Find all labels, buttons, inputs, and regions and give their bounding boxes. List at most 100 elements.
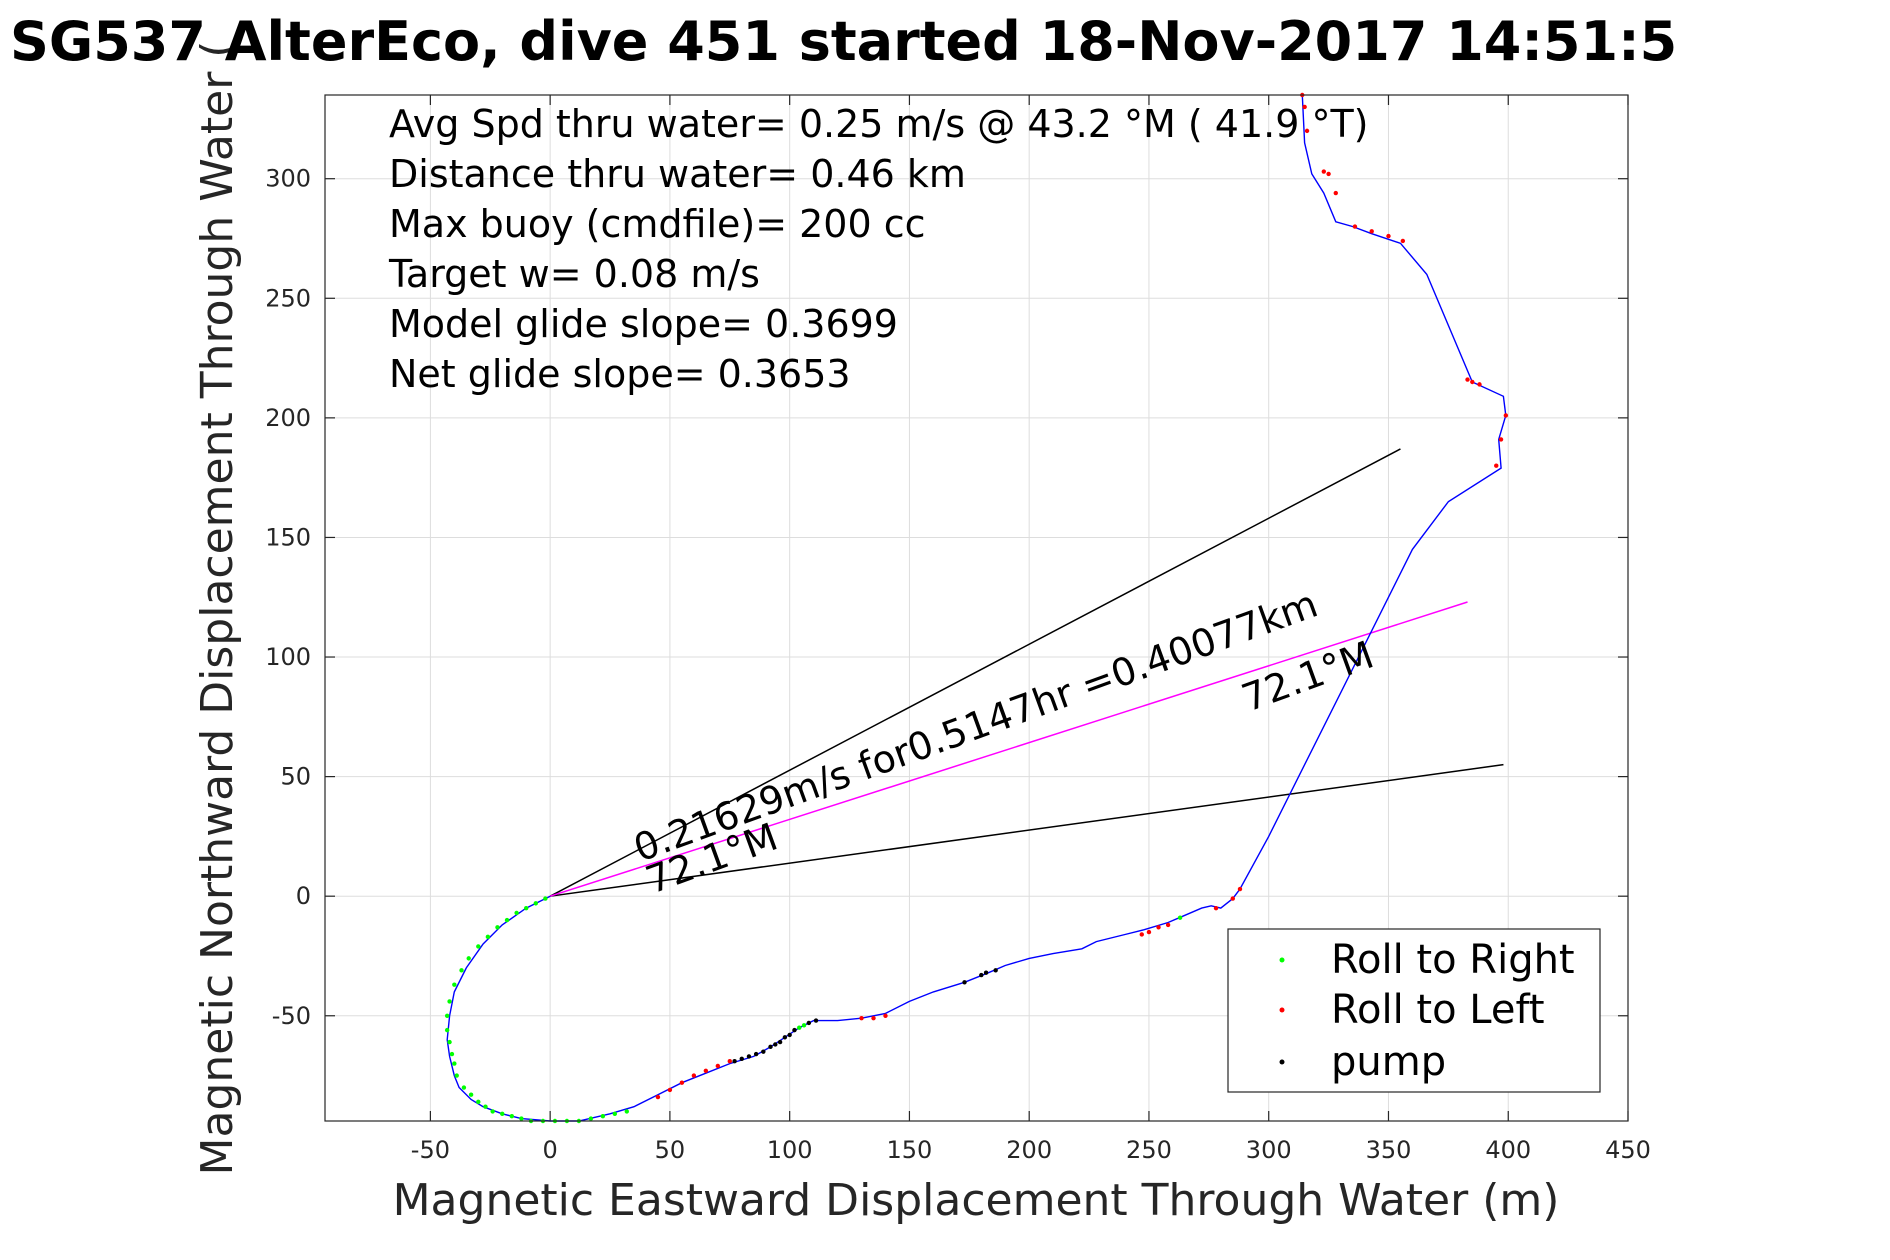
point-roll-to-right	[495, 925, 500, 930]
point-roll-to-right	[490, 1109, 495, 1114]
y-tick-label: 0	[296, 882, 311, 910]
annotations: Avg Spd thru water= 0.25 m/s @ 43.2 °M (…	[388, 102, 1369, 396]
point-roll-to-left	[1503, 413, 1509, 418]
reference-lines	[549, 448, 1504, 897]
point-roll-to-left	[1369, 229, 1374, 234]
point-roll-to-right	[801, 1023, 807, 1028]
annotation-line: Avg Spd thru water= 0.25 m/s @ 43.2 °M (…	[389, 102, 1369, 146]
point-roll-to-left	[1352, 224, 1358, 229]
y-ticks: -50 0 50 100 150 200 250 300	[265, 165, 1628, 1030]
legend-label-roll-left: Roll to Left	[1331, 987, 1545, 1033]
chart-title: SG537 AlterEco, dive 451 started 18-Nov-…	[10, 10, 1677, 73]
point-roll-to-left	[871, 1015, 876, 1021]
envelope-line	[550, 763, 1504, 897]
x-tick-label: 50	[655, 1136, 686, 1164]
point-layer	[444, 92, 1509, 1124]
point-roll-to-right	[797, 1025, 802, 1030]
point-roll-to-right	[454, 1073, 459, 1078]
point-roll-to-left	[1139, 932, 1144, 937]
point-roll-to-right	[624, 1109, 629, 1114]
point-roll-to-right	[1177, 915, 1183, 920]
point-roll-to-right	[523, 905, 529, 911]
point-roll-to-right	[447, 999, 452, 1004]
point-roll-to-right	[612, 1111, 618, 1117]
point-roll-to-right	[444, 1027, 450, 1033]
point-roll-to-right	[514, 910, 519, 916]
x-tick-label: 450	[1605, 1136, 1651, 1164]
point-roll-to-left	[1156, 925, 1161, 930]
point-roll-to-left	[1386, 233, 1391, 239]
point-pump	[739, 1056, 744, 1062]
y-axis-label: Magnetic Northward Displacement Through …	[192, 41, 243, 1176]
point-roll-to-left	[1304, 128, 1310, 134]
legend-marker-pump	[1279, 1059, 1285, 1065]
point-pump	[768, 1044, 773, 1050]
point-roll-to-left	[655, 1094, 661, 1100]
x-tick-label: 400	[1485, 1136, 1531, 1164]
point-roll-to-right	[519, 1116, 524, 1121]
point-roll-to-right	[600, 1114, 606, 1119]
point-roll-to-left	[1498, 437, 1504, 442]
point-roll-to-right	[588, 1116, 594, 1121]
point-roll-to-right	[483, 1104, 488, 1109]
point-pump	[753, 1051, 759, 1057]
point-roll-to-right	[447, 1039, 452, 1045]
envelope-line	[549, 448, 1401, 897]
course-line	[549, 601, 1468, 897]
point-roll-to-left	[1165, 922, 1171, 928]
y-tick-label: 200	[265, 404, 311, 432]
track-layer	[446, 94, 1507, 1122]
y-tick-label: 50	[280, 763, 311, 791]
point-roll-to-right	[452, 982, 457, 987]
y-tick-label: -50	[272, 1002, 311, 1030]
point-roll-to-right	[476, 1099, 481, 1105]
point-roll-to-left	[715, 1063, 721, 1069]
y-tick-label: 250	[265, 284, 311, 312]
point-roll-to-right	[461, 1085, 467, 1090]
x-ticks: -50 0 50 100 150 200 250 300 350 400 450	[411, 95, 1651, 1164]
y-tick-label: 150	[265, 523, 311, 551]
point-roll-to-left	[1477, 382, 1482, 387]
point-pump	[777, 1039, 783, 1045]
point-pump	[746, 1054, 752, 1059]
point-roll-to-left	[1326, 171, 1331, 177]
point-roll-to-left	[727, 1059, 732, 1064]
point-pump	[983, 970, 989, 975]
point-pump	[773, 1042, 778, 1047]
point-roll-to-right	[476, 944, 481, 949]
point-roll-to-right	[444, 1013, 450, 1018]
point-pump	[792, 1027, 797, 1033]
x-tick-label: 300	[1246, 1136, 1292, 1164]
point-roll-to-left	[1465, 377, 1470, 382]
x-tick-label: 350	[1366, 1136, 1412, 1164]
point-roll-to-left	[883, 1013, 888, 1018]
track-line	[446, 94, 1507, 1122]
point-pump	[782, 1035, 788, 1040]
x-axis-label: Magnetic Eastward Displacement Through W…	[393, 1175, 1560, 1226]
point-pump	[993, 968, 998, 973]
point-roll-to-right	[466, 956, 471, 961]
point-roll-to-right	[459, 968, 464, 973]
point-roll-to-left	[859, 1015, 864, 1021]
annotation-line: Distance thru water= 0.46 km	[389, 152, 966, 196]
point-roll-to-right	[452, 1061, 457, 1066]
annotation-line: Target w= 0.08 m/s	[388, 252, 760, 296]
point-roll-to-right	[485, 934, 491, 940]
annotation-line: Net glide slope= 0.3653	[389, 352, 851, 396]
point-roll-to-left	[1400, 238, 1406, 244]
legend-marker-roll-left	[1279, 1007, 1285, 1013]
point-pump	[806, 1020, 812, 1026]
annotation-line: Max buoy (cmdfile)= 200 cc	[389, 202, 926, 246]
point-roll-to-left	[1213, 905, 1219, 911]
x-tick-label: 200	[1006, 1136, 1052, 1164]
point-roll-to-right	[468, 1092, 474, 1097]
point-pump	[979, 972, 984, 978]
y-tick-label: 300	[265, 165, 311, 193]
point-roll-to-left	[1302, 104, 1307, 110]
point-roll-to-left	[703, 1068, 709, 1073]
point-roll-to-right	[509, 1114, 515, 1119]
point-roll-to-left	[1470, 379, 1475, 385]
point-pump	[732, 1059, 737, 1064]
point-roll-to-left	[1237, 886, 1243, 892]
point-roll-to-right	[543, 896, 548, 901]
